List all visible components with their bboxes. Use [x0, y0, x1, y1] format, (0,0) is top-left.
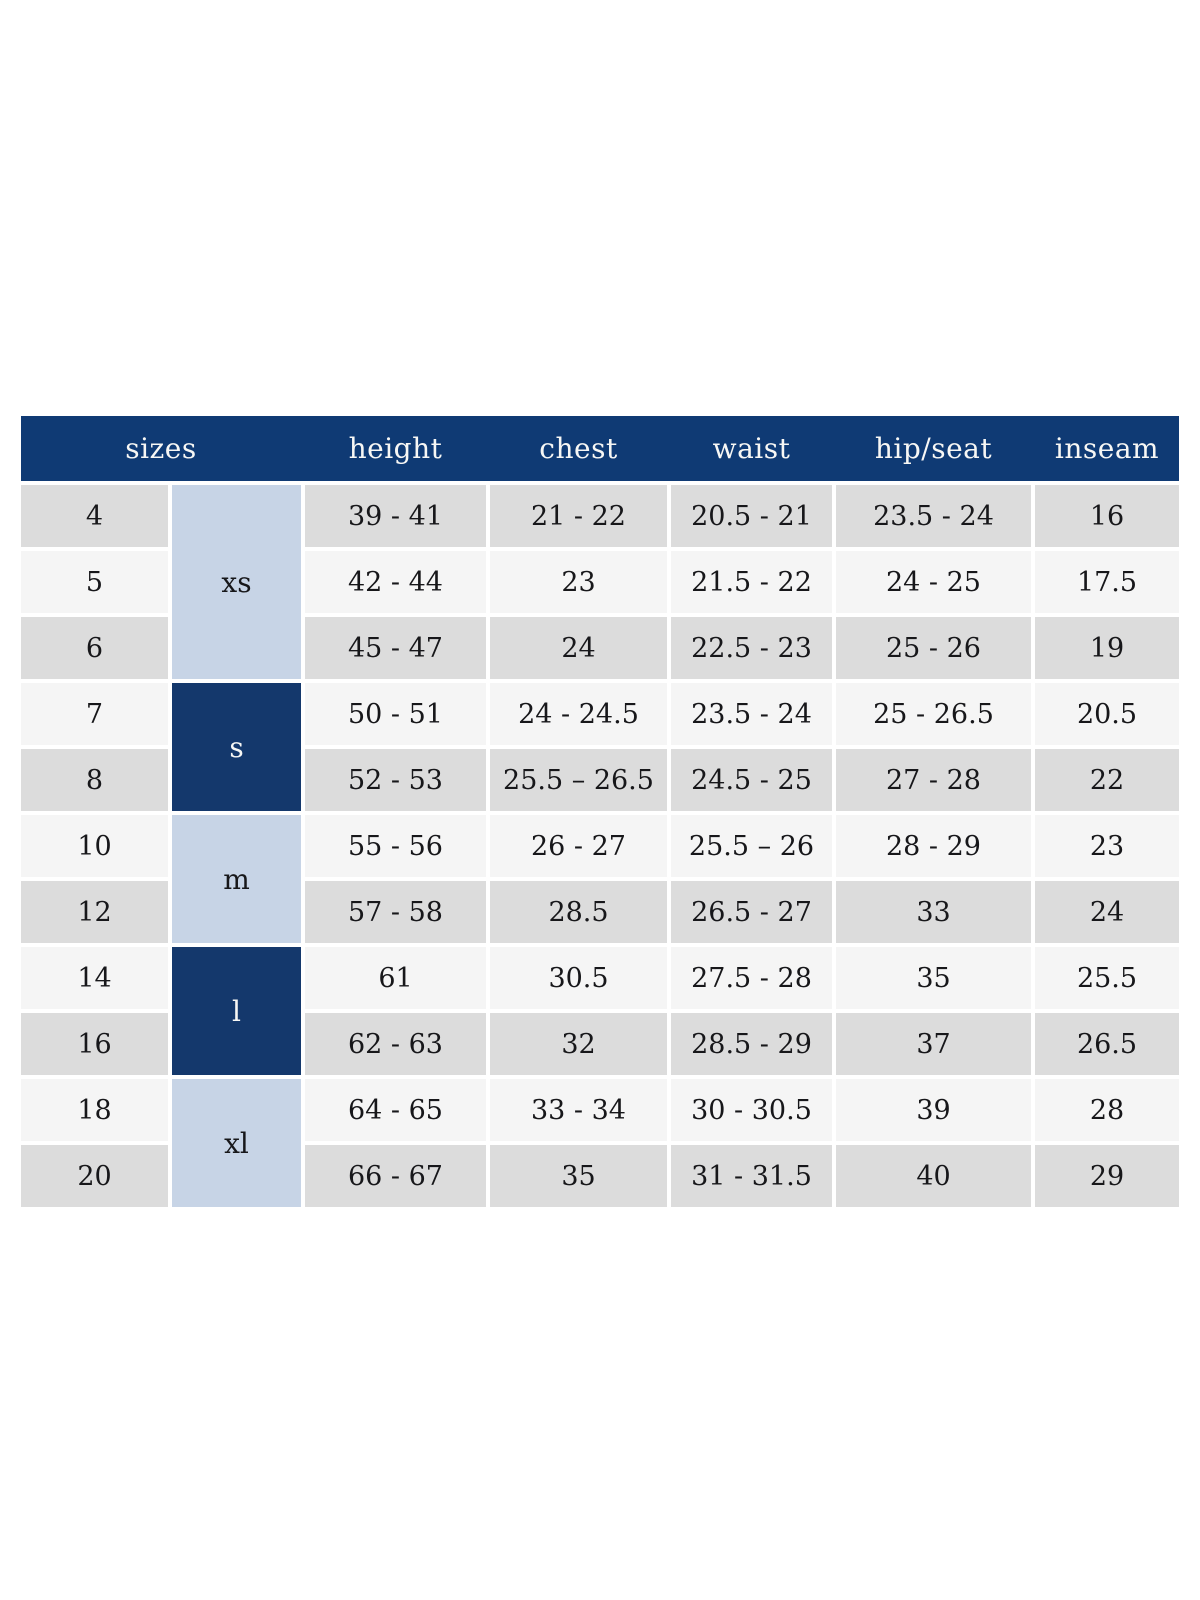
cell-chest: 25.5 – 26.5 [490, 749, 667, 811]
cell-inseam: 29 [1035, 1145, 1179, 1207]
cell-waist: 21.5 - 22 [671, 551, 832, 613]
size-group-s: s [172, 683, 301, 811]
cell-inseam: 19 [1035, 617, 1179, 679]
cell-chest: 23 [490, 551, 667, 613]
cell-chest: 33 - 34 [490, 1079, 667, 1141]
column-header-inseam: inseam [1054, 432, 1160, 465]
cell-waist: 22.5 - 23 [671, 617, 832, 679]
cell-chest: 35 [490, 1145, 667, 1207]
cell-inseam: 24 [1035, 881, 1179, 943]
cell-waist: 23.5 - 24 [671, 683, 832, 745]
cell-height: 55 - 56 [305, 815, 486, 877]
size-group-l: l [172, 947, 301, 1075]
cell-height: 39 - 41 [305, 485, 486, 547]
cell-hip-seat: 28 - 29 [836, 815, 1031, 877]
cell-chest: 28.5 [490, 881, 667, 943]
cell-height: 57 - 58 [305, 881, 486, 943]
cell-hip-seat: 25 - 26.5 [836, 683, 1031, 745]
cell-waist: 27.5 - 28 [671, 947, 832, 1009]
cell-size: 4 [21, 485, 168, 547]
cell-waist: 28.5 - 29 [671, 1013, 832, 1075]
cell-waist: 30 - 30.5 [671, 1079, 832, 1141]
cell-inseam: 28 [1035, 1079, 1179, 1141]
column-header-sizes: sizes [125, 432, 197, 465]
cell-inseam: 23 [1035, 815, 1179, 877]
cell-size: 5 [21, 551, 168, 613]
cell-inseam: 26.5 [1035, 1013, 1179, 1075]
column-header-chest: chest [539, 432, 618, 465]
cell-inseam: 16 [1035, 485, 1179, 547]
cell-hip-seat: 27 - 28 [836, 749, 1031, 811]
cell-hip-seat: 40 [836, 1145, 1031, 1207]
cell-height: 66 - 67 [305, 1145, 486, 1207]
cell-inseam: 25.5 [1035, 947, 1179, 1009]
cell-hip-seat: 33 [836, 881, 1031, 943]
cell-chest: 21 - 22 [490, 485, 667, 547]
cell-hip-seat: 23.5 - 24 [836, 485, 1031, 547]
cell-size: 6 [21, 617, 168, 679]
cell-chest: 30.5 [490, 947, 667, 1009]
cell-inseam: 20.5 [1035, 683, 1179, 745]
cell-size: 7 [21, 683, 168, 745]
column-header-hip-seat: hip/seat [874, 432, 993, 465]
cell-inseam: 22 [1035, 749, 1179, 811]
cell-height: 45 - 47 [305, 617, 486, 679]
column-header-height: height [348, 432, 443, 465]
table-header: sizes height chest waist hip/seat inseam [21, 416, 1179, 481]
cell-size: 12 [21, 881, 168, 943]
cell-waist: 20.5 - 21 [671, 485, 832, 547]
cell-inseam: 17.5 [1035, 551, 1179, 613]
cell-chest: 32 [490, 1013, 667, 1075]
cell-size: 14 [21, 947, 168, 1009]
cell-hip-seat: 35 [836, 947, 1031, 1009]
cell-height: 50 - 51 [305, 683, 486, 745]
cell-height: 52 - 53 [305, 749, 486, 811]
cell-size: 10 [21, 815, 168, 877]
cell-waist: 25.5 – 26 [671, 815, 832, 877]
cell-size: 18 [21, 1079, 168, 1141]
cell-hip-seat: 24 - 25 [836, 551, 1031, 613]
cell-height: 42 - 44 [305, 551, 486, 613]
cell-waist: 24.5 - 25 [671, 749, 832, 811]
cell-height: 61 [305, 947, 486, 1009]
table-body: 4 39 - 41 21 - 22 20.5 - 21 23.5 - 24 16 5 42 -… [21, 485, 1179, 1207]
column-header-waist: waist [712, 432, 791, 465]
cell-size: 20 [21, 1145, 168, 1207]
cell-waist: 26.5 - 27 [671, 881, 832, 943]
cell-height: 62 - 63 [305, 1013, 486, 1075]
cell-hip-seat: 39 [836, 1079, 1031, 1141]
size-group-xl: xl [172, 1079, 301, 1207]
size-chart-table: sizes height chest waist hip/seat inseam… [21, 416, 1179, 1207]
cell-hip-seat: 25 - 26 [836, 617, 1031, 679]
cell-waist: 31 - 31.5 [671, 1145, 832, 1207]
size-group-m: m [172, 815, 301, 943]
cell-chest: 24 [490, 617, 667, 679]
cell-height: 64 - 65 [305, 1079, 486, 1141]
cell-size: 8 [21, 749, 168, 811]
cell-chest: 24 - 24.5 [490, 683, 667, 745]
size-group-xs: xs [172, 485, 301, 679]
cell-size: 16 [21, 1013, 168, 1075]
cell-hip-seat: 37 [836, 1013, 1031, 1075]
cell-chest: 26 - 27 [490, 815, 667, 877]
